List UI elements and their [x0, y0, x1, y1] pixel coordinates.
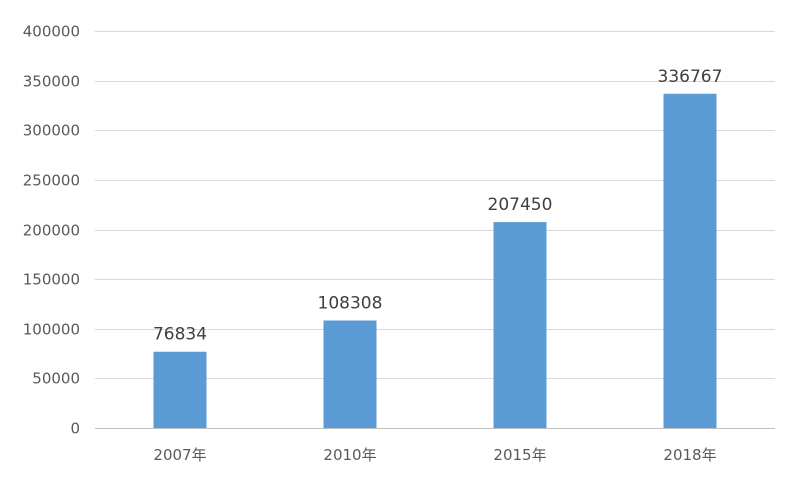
bar-2007年: [153, 351, 207, 428]
data-label-2010年: 108308: [318, 294, 383, 314]
y-tick-label-50000: 50000: [32, 370, 80, 388]
x-axis-tick-labels: 2007年 2010年 2015年 2018年: [153, 446, 716, 464]
bars: [153, 93, 717, 428]
bar-2018年: [663, 93, 717, 428]
x-tick-label-2007年: 2007年: [153, 446, 206, 464]
y-tick-label-100000: 100000: [23, 321, 80, 339]
y-tick-label-350000: 350000: [23, 73, 80, 91]
y-tick-label-300000: 300000: [23, 122, 80, 140]
y-tick-label-400000: 400000: [23, 23, 80, 41]
x-tick-label-2010年: 2010年: [323, 446, 376, 464]
gridlines: [95, 31, 775, 429]
x-tick-label-2015年: 2015年: [493, 446, 546, 464]
data-label-2015年: 207450: [488, 195, 553, 215]
bar-2015年: [493, 222, 547, 428]
data-labels: 76834 108308 207450 336767: [153, 67, 723, 345]
data-label-2018年: 336767: [658, 67, 723, 87]
y-axis-tick-labels: 0 50000 100000 150000 200000 250000 300000 3500…: [23, 23, 80, 438]
y-tick-label-150000: 150000: [23, 271, 80, 289]
y-tick-label-200000: 200000: [23, 222, 80, 240]
data-label-2007年: 76834: [153, 325, 207, 345]
y-tick-label-0: 0: [70, 420, 80, 438]
bar-2010年: [323, 320, 377, 428]
y-tick-label-250000: 250000: [23, 172, 80, 190]
x-tick-label-2018年: 2018年: [663, 446, 716, 464]
